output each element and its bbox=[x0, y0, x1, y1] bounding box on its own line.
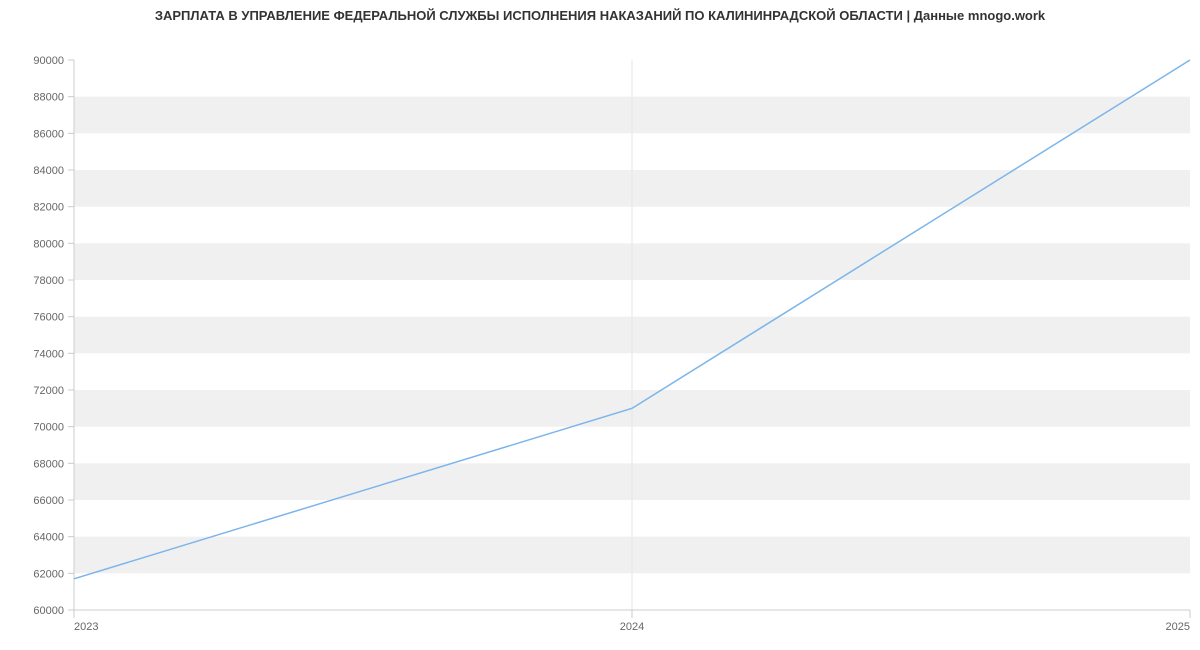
y-tick-label: 68000 bbox=[33, 458, 64, 470]
y-tick-label: 84000 bbox=[33, 165, 64, 177]
y-tick-label: 70000 bbox=[33, 422, 64, 434]
chart-svg: 60000 62000 64000 66000 68000 70000 72000 74000… bbox=[0, 30, 1200, 630]
y-tick-label: 88000 bbox=[33, 92, 64, 104]
y-tick-label: 64000 bbox=[33, 532, 64, 544]
y-tick-label: 62000 bbox=[33, 568, 64, 580]
y-tick-label: 66000 bbox=[33, 495, 64, 507]
y-tick-label: 86000 bbox=[33, 128, 64, 140]
y-tick-label: 60000 bbox=[33, 605, 64, 617]
y-tick-label: 90000 bbox=[33, 55, 64, 67]
x-tick-label: 2024 bbox=[620, 621, 644, 630]
y-tick-label: 74000 bbox=[33, 348, 64, 360]
chart-container: 60000 62000 64000 66000 68000 70000 72000 74000… bbox=[0, 30, 1200, 630]
chart-title: ЗАРПЛАТА В УПРАВЛЕНИЕ ФЕДЕРАЛЬНОЙ СЛУЖБЫ… bbox=[0, 0, 1200, 27]
y-tick-label: 82000 bbox=[33, 202, 64, 214]
y-tick-label: 78000 bbox=[33, 275, 64, 287]
y-tick-label: 76000 bbox=[33, 312, 64, 324]
x-tick-label: 2025 bbox=[1166, 621, 1190, 630]
y-tick-label: 72000 bbox=[33, 385, 64, 397]
y-tick-label: 80000 bbox=[33, 238, 64, 250]
x-tick-label: 2023 bbox=[74, 621, 98, 630]
